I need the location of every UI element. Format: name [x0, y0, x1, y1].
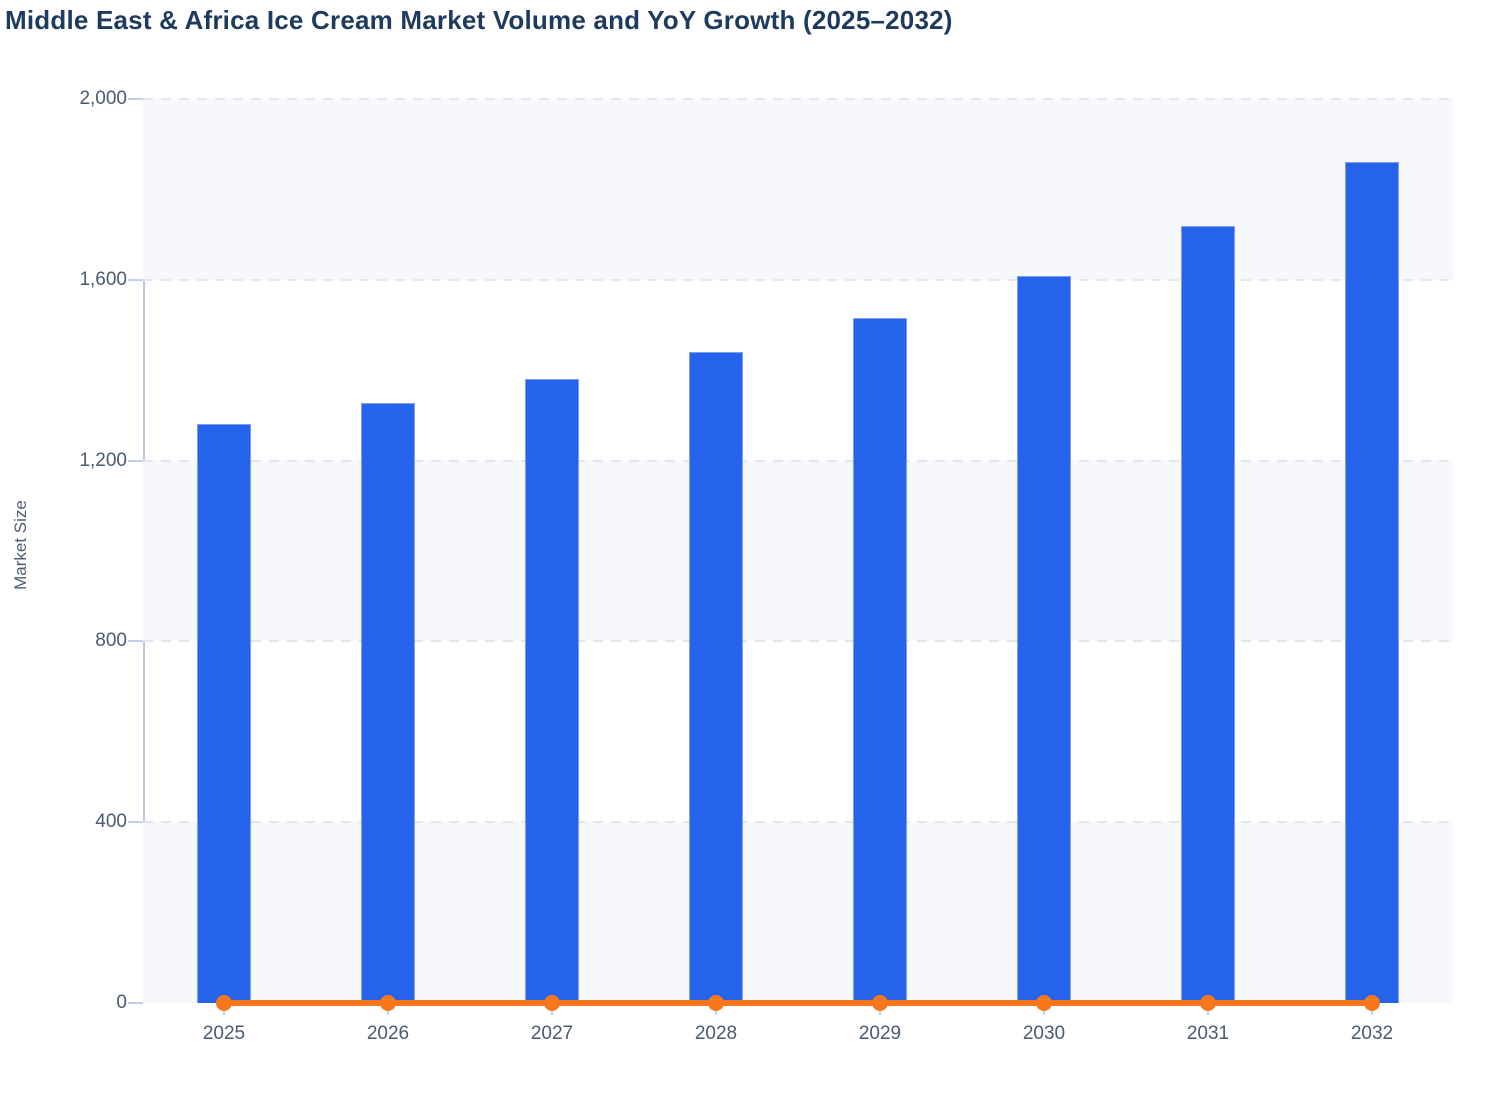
yoy-growth-point-2031[interactable] — [1200, 995, 1216, 1011]
x-axis-tick-label: 2025 — [202, 1023, 246, 1044]
yoy-growth-point-2027[interactable] — [544, 995, 560, 1011]
gridline-2000 — [143, 98, 1453, 100]
plot-area: 2025 2026 2027 2028 2029 2030 2031 2032 — [128, 98, 1453, 1044]
x-axis-tick-label: 2027 — [530, 1023, 574, 1044]
gridline-1600 — [143, 278, 1453, 281]
x-axis-tick-label: 2028 — [694, 1023, 738, 1044]
gridline-400 — [143, 821, 1453, 824]
y-axis-tick-label: 1,200 — [79, 449, 127, 471]
y-axis-tick — [128, 98, 143, 100]
x-axis-tick-label: 2030 — [1022, 1023, 1066, 1044]
bar-2031[interactable] — [1181, 226, 1235, 1003]
yoy-growth-line[interactable] — [224, 1000, 1372, 1006]
bar-2029[interactable] — [853, 318, 907, 1003]
bar-2027[interactable] — [525, 379, 579, 1003]
yoy-growth-point-2029[interactable] — [872, 995, 888, 1011]
y-axis-labels: 0 400 800 1,200 1,600 2,000 — [0, 88, 127, 1013]
chart-title: Middle East & Africa Ice Cream Market Vo… — [5, 5, 953, 35]
plot-band — [143, 822, 1453, 1003]
x-axis-tick-label: 2026 — [366, 1023, 410, 1044]
plot-band — [143, 99, 1453, 280]
y-axis-tick-label: 1,600 — [79, 268, 127, 290]
x-axis-tick-label: 2029 — [858, 1023, 902, 1044]
gridline-1200 — [143, 459, 1453, 462]
y-axis-tick — [128, 821, 143, 824]
y-axis-tick-label: 800 — [95, 630, 127, 652]
y-axis-tick — [128, 278, 143, 281]
bar-2025[interactable] — [197, 424, 251, 1003]
bar-2028[interactable] — [689, 351, 743, 1003]
yoy-growth-point-2028[interactable] — [708, 995, 724, 1011]
yoy-growth-point-2032[interactable] — [1364, 995, 1380, 1011]
plot-band — [143, 460, 1453, 642]
y-axis-tick-label: 2,000 — [79, 88, 127, 109]
y-axis-tick-label: 0 — [116, 992, 127, 1013]
x-axis-tick-label: 2032 — [1350, 1023, 1394, 1044]
gridline-800 — [143, 640, 1453, 643]
y-axis-tick — [128, 640, 143, 643]
y-axis-tick — [128, 1002, 143, 1004]
yoy-growth-point-2026[interactable] — [380, 995, 396, 1011]
bar-2030[interactable] — [1017, 275, 1071, 1003]
y-axis-tick — [128, 459, 143, 462]
yoy-growth-point-2025[interactable] — [216, 995, 232, 1011]
x-axis-tick-label: 2031 — [1186, 1023, 1230, 1044]
bar-2026[interactable] — [361, 403, 415, 1003]
bar-2032[interactable] — [1345, 161, 1399, 1003]
y-axis-tick-label: 400 — [95, 811, 127, 833]
yoy-growth-point-2030[interactable] — [1036, 995, 1052, 1011]
